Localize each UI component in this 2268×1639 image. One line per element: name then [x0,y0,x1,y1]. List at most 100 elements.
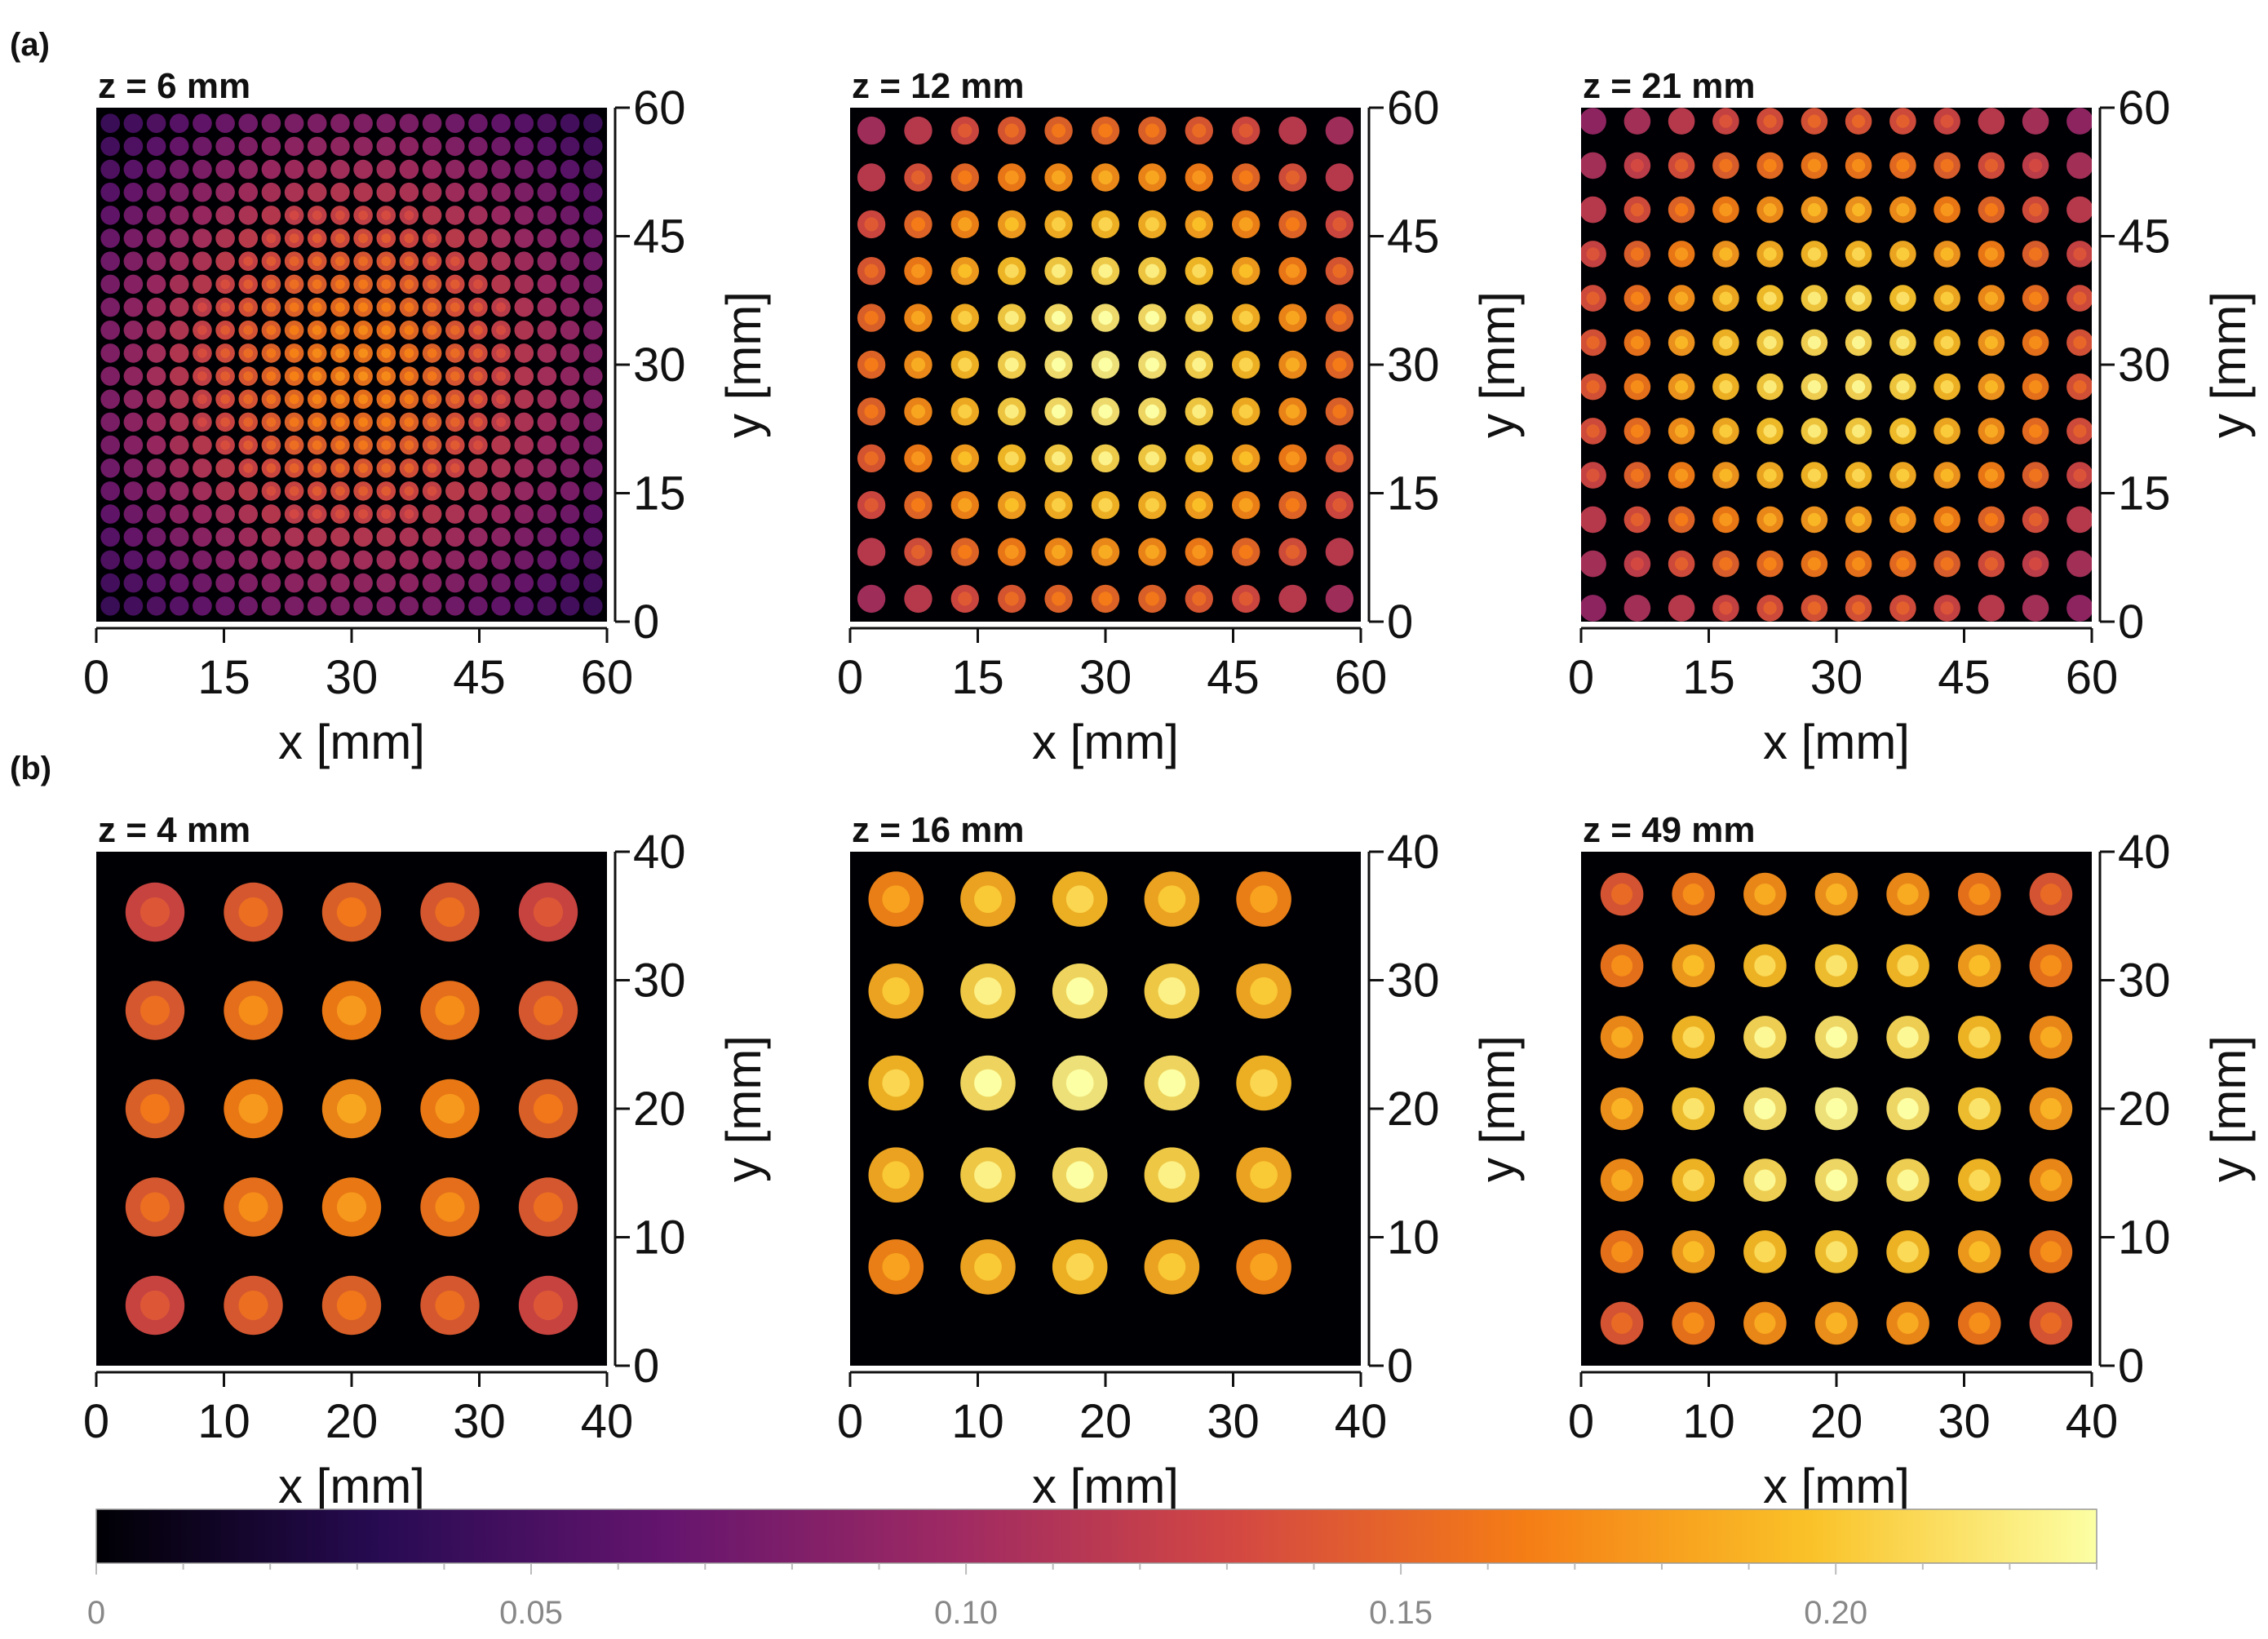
intensity-spot [491,228,511,248]
intensity-spot [100,297,120,317]
y-axis-label: y [mm] [2201,291,2256,438]
intensity-spot-core [266,463,277,473]
intensity-spot-core [1807,335,1821,349]
x-axis-label: x [mm] [278,715,425,769]
intensity-spot [537,343,557,363]
intensity-spot-core [289,509,299,519]
intensity-spot-core [1984,158,1998,172]
intensity-spot-core [1763,380,1777,394]
intensity-spot [468,550,488,570]
intensity-spot-core [1586,291,1600,305]
intensity-spot [491,458,511,478]
intensity-spot [1581,196,1606,224]
x-tick-label: 40 [581,1395,634,1448]
intensity-spot [1325,584,1354,614]
y-tick-label: 60 [2118,82,2171,135]
intensity-spot-core [1675,557,1689,571]
intensity-spot [2066,152,2092,179]
intensity-spot-core [404,509,414,519]
intensity-spot [583,182,603,202]
y-tick-label: 30 [633,339,686,392]
intensity-spot-core [1238,264,1253,278]
intensity-spot [100,274,120,295]
intensity-spot [307,527,327,547]
intensity-spot [353,573,373,593]
intensity-spot [238,182,259,202]
intensity-spot-core [1984,557,1998,571]
intensity-spot-core [1052,217,1066,232]
intensity-spot-core [1611,1312,1633,1334]
intensity-spot [560,366,580,386]
intensity-spot-core [1065,1253,1094,1281]
intensity-spot [146,182,166,202]
intensity-spot [514,550,534,570]
intensity-spot-core [1238,404,1253,419]
intensity-spot-core [335,394,345,405]
intensity-spot-core [1682,1241,1704,1263]
intensity-spot-core [1984,335,1998,349]
intensity-spot-core [1611,1169,1633,1191]
intensity-spot-core [2029,247,2043,261]
intensity-spot-core [289,417,299,427]
intensity-spot-core [238,995,268,1025]
intensity-spot [491,136,511,157]
intensity-spot-core [1332,217,1347,232]
intensity-spot [445,596,465,616]
x-tick-label: 30 [1079,651,1132,704]
intensity-spot [169,573,189,593]
intensity-spot [422,136,442,157]
intensity-spot-core [336,897,367,928]
intensity-spot-core [427,348,437,358]
intensity-spot [353,550,373,570]
intensity-spot-core [1897,1241,1919,1263]
intensity-spot-core [1098,357,1113,372]
intensity-spot [215,251,235,272]
intensity-spot-core [243,394,254,405]
intensity-spot [537,435,557,455]
intensity-spot-core [1285,404,1300,419]
intensity-spot [399,596,419,616]
intensity-spot [422,573,442,593]
intensity-spot [537,136,557,157]
intensity-spot-core [1896,247,1910,261]
intensity-spot-core [1098,217,1113,232]
intensity-spot-core [435,897,465,928]
intensity-spot-core [2073,380,2087,394]
intensity-spot-core [1611,1241,1633,1263]
intensity-spot-core [1719,424,1733,438]
intensity-spot-core [1250,885,1278,913]
intensity-spot-core [1158,977,1186,1005]
intensity-spot [514,389,534,410]
intensity-spot-core [1763,468,1777,482]
intensity-spot [376,527,396,547]
intensity-spot [284,527,304,547]
intensity-spot [514,366,534,386]
x-tick-label: 40 [1335,1395,1388,1448]
intensity-spot-core [1969,884,1991,906]
intensity-spot-core [1852,114,1866,128]
intensity-spot-core [358,302,368,312]
panel-title: z = 6 mm [98,66,250,106]
intensity-spot-core [1825,1097,1848,1120]
intensity-spot [261,504,281,524]
intensity-spot-core [1896,380,1910,394]
y-tick-label: 45 [633,210,686,264]
intensity-spot-core [1004,544,1019,560]
intensity-spot-core [1285,217,1300,232]
intensity-spot [514,182,534,202]
intensity-spot [537,527,557,547]
intensity-spot-core [1754,884,1776,906]
intensity-spot [123,320,144,340]
intensity-spot [215,458,235,478]
colorbar-tick-label: 0.20 [1804,1595,1867,1631]
intensity-spot [2022,108,2049,135]
intensity-spot-core [882,1161,910,1189]
intensity-spot-core [958,217,972,232]
y-axis: 0 10 20 30 40 y [mm] [614,826,771,1393]
intensity-spot-core [1192,451,1207,466]
intensity-spot-core [1192,264,1207,278]
intensity-spot-core [266,371,277,381]
x-tick-label: 0 [1568,651,1594,704]
intensity-spot [215,550,235,570]
x-axis: 0 15 30 45 60 x [mm] [1568,627,2118,769]
